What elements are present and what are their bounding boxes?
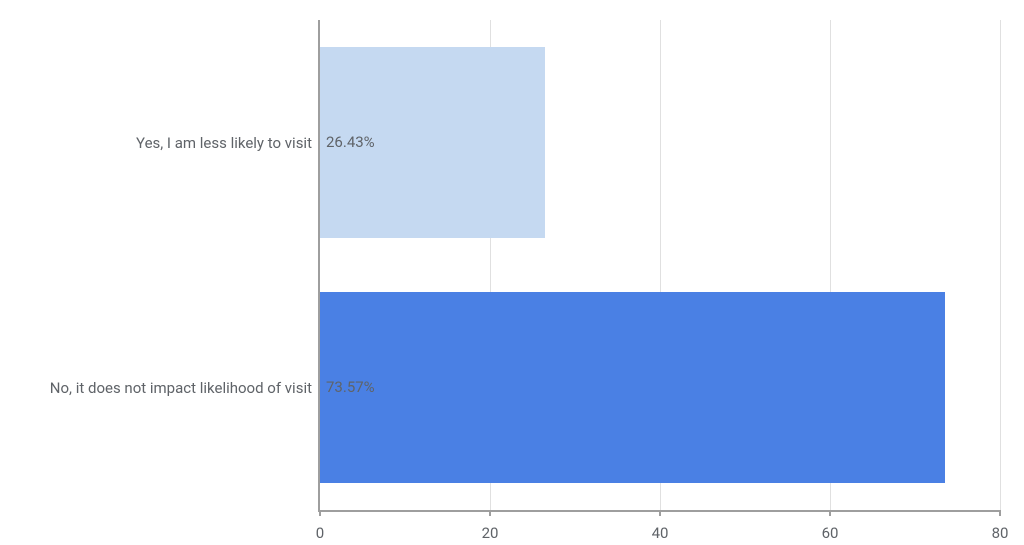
gridline <box>1000 20 1001 510</box>
bar: 73.57% <box>320 292 945 483</box>
plot-area: 26.43% 73.57% <box>320 20 1000 510</box>
x-axis-tick-label: 20 <box>482 524 499 542</box>
x-axis-tick-label: 40 <box>652 524 669 542</box>
bar-value-label: 26.43% <box>326 133 375 151</box>
x-axis-labels: 020406080 <box>320 516 1000 545</box>
x-axis-tick-label: 80 <box>992 524 1009 542</box>
y-axis-labels: Yes, I am less likely to visit No, it doe… <box>0 0 320 510</box>
bar-value-label: 73.57% <box>326 378 375 396</box>
bar: 26.43% <box>320 47 545 238</box>
x-axis-tick-label: 60 <box>822 524 839 542</box>
y-axis-label: No, it does not impact likelihood of vis… <box>50 379 320 397</box>
x-axis-tick-label: 0 <box>316 524 324 542</box>
chart-container: Yes, I am less likely to visit No, it doe… <box>0 0 1024 545</box>
y-axis-label: Yes, I am less likely to visit <box>136 134 320 152</box>
